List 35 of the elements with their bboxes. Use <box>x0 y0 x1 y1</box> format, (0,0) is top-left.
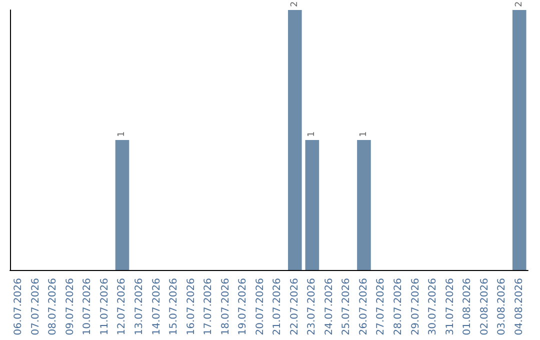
x-tick-label: 27.07.2026 <box>376 278 387 336</box>
x-tick-label: 25.07.2026 <box>341 278 352 336</box>
x-tick-label: 28.07.2026 <box>393 278 404 336</box>
x-tick-label: 03.08.2026 <box>496 278 508 336</box>
data-label: 1 <box>358 131 369 137</box>
data-label: 1 <box>307 131 318 137</box>
data-label: 2 <box>290 1 300 7</box>
x-tick-label: 10.07.2026 <box>82 278 94 336</box>
x-tick-label: 21.07.2026 <box>272 278 284 336</box>
x-tick-label: 15.07.2026 <box>168 278 180 336</box>
x-tick-label: 14.07.2026 <box>151 278 162 336</box>
x-tick-label: 18.07.2026 <box>220 278 232 336</box>
x-tick-label: 07.07.2026 <box>30 278 42 336</box>
data-label: 2 <box>514 1 524 7</box>
x-tick-label: 06.07.2026 <box>13 278 24 336</box>
x-tick-label: 29.07.2026 <box>410 278 422 336</box>
x-tick-label: 11.07.2026 <box>99 278 110 336</box>
x-tick-label: 16.07.2026 <box>186 278 197 336</box>
x-tick-label: 24.07.2026 <box>324 278 335 336</box>
x-tick-label: 04.08.2026 <box>514 278 525 336</box>
data-label: 1 <box>117 131 128 137</box>
x-tick-label: 09.07.2026 <box>64 278 76 336</box>
x-tick-label: 12.07.2026 <box>116 278 128 336</box>
x-tick-label: 17.07.2026 <box>203 278 214 336</box>
x-tick-label: 30.07.2026 <box>428 278 439 336</box>
x-tick-label: 26.07.2026 <box>358 278 370 336</box>
x-tick-label: 31.07.2026 <box>444 278 456 336</box>
x-tick-label: 02.08.2026 <box>479 278 490 336</box>
x-tick-label: 19.07.2026 <box>238 278 249 336</box>
x-tick-label: 08.07.2026 <box>48 278 59 336</box>
x-tick-label: 22.07.2026 <box>289 278 300 336</box>
x-tick-label: 20.07.2026 <box>254 278 266 336</box>
x-tick-label: 13.07.2026 <box>134 278 145 336</box>
x-tick-label: 23.07.2026 <box>306 278 318 336</box>
x-tick-label: 01.08.2026 <box>462 278 474 336</box>
